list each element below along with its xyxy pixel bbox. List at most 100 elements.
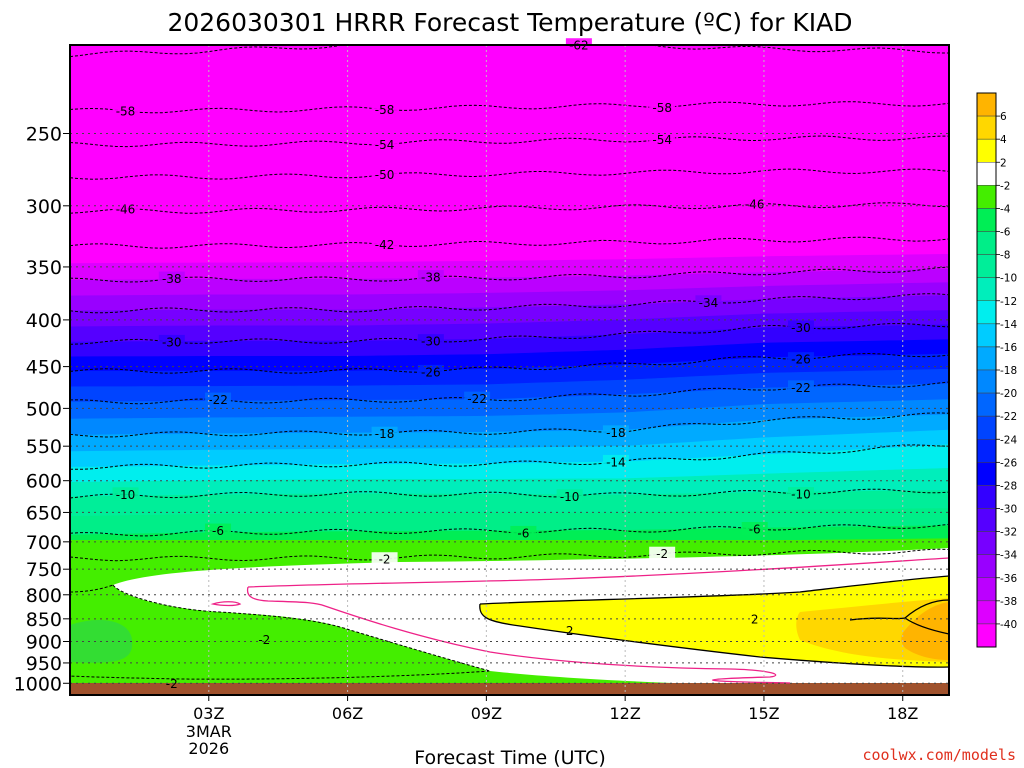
colorbar-label: -18 bbox=[1000, 365, 1017, 377]
y-tick-label: 500 bbox=[26, 398, 62, 420]
colorbar-label: -8 bbox=[1000, 250, 1010, 262]
isotherm-label: -54 bbox=[375, 138, 395, 152]
colorbar-label: -6 bbox=[1000, 227, 1011, 239]
y-tick-label: 350 bbox=[26, 257, 62, 279]
isotherm-label-bg bbox=[112, 201, 139, 215]
isotherm-label: -46 bbox=[745, 197, 765, 211]
isotherm-line bbox=[70, 168, 949, 180]
isotherm-label: -10 bbox=[560, 490, 580, 504]
colorbar-swatch bbox=[976, 577, 997, 602]
isotherm-label: -22 bbox=[791, 381, 811, 395]
isotherm-label-bg bbox=[787, 487, 814, 501]
low-level-contour-label: -2 bbox=[166, 677, 178, 691]
colorbar-label: -22 bbox=[1000, 411, 1017, 423]
colorbar-swatch bbox=[976, 369, 997, 394]
colorbar-swatch bbox=[976, 462, 997, 486]
colorbar-swatch bbox=[976, 185, 997, 209]
colorbar-label: -2 bbox=[1000, 180, 1010, 192]
isotherm-label-bg bbox=[371, 137, 398, 151]
colorbar-label: -30 bbox=[1000, 504, 1017, 516]
isotherm-label: -50 bbox=[375, 168, 395, 182]
colorbar-swatch bbox=[976, 208, 997, 232]
isotherm-line bbox=[70, 45, 949, 58]
isotherm-line bbox=[70, 323, 949, 345]
x-tick-label: 15Z bbox=[748, 704, 779, 723]
y-tick-label: 650 bbox=[26, 502, 62, 524]
minus-two-contour-low bbox=[70, 584, 491, 680]
isotherm-label: -26 bbox=[421, 365, 441, 379]
isotherm-label-bg bbox=[371, 552, 398, 566]
isotherm-line bbox=[70, 352, 949, 374]
y-tick-label: 250 bbox=[26, 123, 62, 145]
colorbar-swatch bbox=[976, 277, 997, 301]
y-tick-label: 1000 bbox=[14, 673, 62, 695]
isotherm-label: -6 bbox=[749, 523, 761, 537]
isotherm-label-bg bbox=[158, 271, 185, 285]
colorbar-swatch bbox=[976, 415, 997, 440]
y-tick-label: 300 bbox=[26, 196, 62, 218]
colorbar-label: 6 bbox=[1000, 111, 1007, 123]
colorbar-label: -36 bbox=[1000, 573, 1017, 585]
isotherm-label-bg bbox=[787, 320, 814, 334]
isotherm-line bbox=[70, 101, 949, 114]
y-tick-label: 750 bbox=[26, 559, 62, 581]
isotherm-label-bg bbox=[741, 522, 768, 536]
y-tick-label: 450 bbox=[26, 357, 62, 379]
isotherm-label: -10 bbox=[116, 488, 136, 502]
isotherm-label-bg bbox=[205, 523, 232, 537]
isotherm-label-bg bbox=[205, 392, 232, 406]
colorbar-label: 2 bbox=[1000, 157, 1007, 169]
colorbar-label: -4 bbox=[1000, 203, 1011, 215]
colorbar-label: 4 bbox=[1000, 134, 1007, 146]
colorbar-label: -14 bbox=[1000, 319, 1017, 331]
warmest-orange-core bbox=[901, 602, 949, 660]
colorbar-swatch bbox=[976, 323, 997, 348]
y-tick-label: 800 bbox=[26, 585, 62, 607]
isotherm-line bbox=[70, 266, 949, 283]
colorbar-label: -38 bbox=[1000, 596, 1017, 608]
isotherm-label: -38 bbox=[162, 272, 182, 286]
colorbar-swatch bbox=[976, 300, 997, 325]
isotherm-label-bg bbox=[158, 334, 185, 348]
isotherm-label: -58 bbox=[652, 101, 672, 115]
x-tick-label: 09Z bbox=[471, 704, 502, 723]
x-tick-sublabel: 3MAR bbox=[186, 722, 232, 741]
isotherm-line bbox=[70, 236, 949, 249]
colorbar-label: -26 bbox=[1000, 457, 1017, 469]
colorbar-swatch bbox=[976, 231, 997, 255]
isotherm-label: -2 bbox=[379, 553, 391, 567]
colorbar-label: -10 bbox=[1000, 273, 1017, 285]
colorbar-swatch bbox=[976, 508, 997, 532]
isotherm-label: -22 bbox=[467, 392, 487, 406]
x-tick-label: 03Z bbox=[193, 704, 224, 723]
y-tick-label: 700 bbox=[26, 532, 62, 554]
isotherm-label: -38 bbox=[421, 271, 441, 285]
colorbar-label: -28 bbox=[1000, 480, 1017, 492]
isotherm-line bbox=[70, 444, 949, 470]
colorbar-label: -40 bbox=[1000, 619, 1017, 631]
isotherm-label-bg bbox=[112, 103, 139, 117]
colorbar-label: -12 bbox=[1000, 296, 1017, 308]
isotherm-label-bg bbox=[371, 167, 398, 181]
y-tick-label: 850 bbox=[26, 609, 62, 631]
isotherm-label: -34 bbox=[699, 296, 719, 310]
isotherm-label: -10 bbox=[791, 488, 811, 502]
minus-two-contour-mid bbox=[70, 584, 114, 593]
isotherm-label-bg bbox=[417, 334, 444, 348]
colorbar-swatch bbox=[976, 162, 997, 186]
isotherm-label-bg bbox=[556, 489, 583, 503]
colorbar-label: -16 bbox=[1000, 342, 1017, 354]
isotherm-line bbox=[70, 548, 949, 562]
plus-two-contour-lower bbox=[479, 603, 949, 668]
isotherm-label-bg bbox=[602, 454, 629, 468]
grid-lines bbox=[70, 45, 949, 695]
isotherm-label-bg bbox=[695, 295, 722, 309]
isotherm-label: -6 bbox=[517, 526, 529, 540]
x-tick-label: 06Z bbox=[332, 704, 363, 723]
isotherm-label-bg bbox=[464, 391, 491, 405]
y-tick-label: 950 bbox=[26, 653, 62, 675]
low-level-contour-label: -2 bbox=[258, 633, 270, 647]
colorbar-swatch bbox=[976, 115, 997, 140]
